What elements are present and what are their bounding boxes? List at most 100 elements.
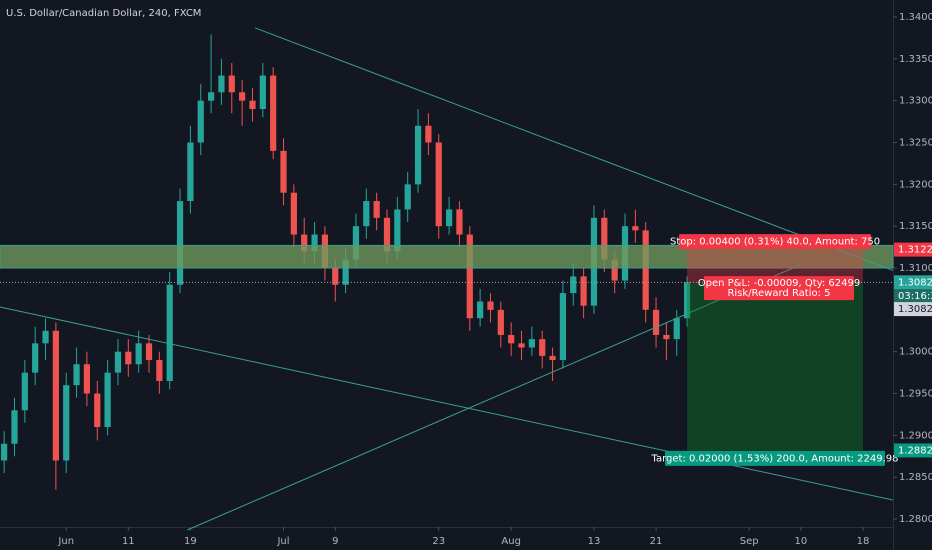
stop-label-box	[679, 234, 872, 250]
x-tick-label: 18	[857, 536, 870, 547]
x-tick-label: Jul	[276, 536, 289, 547]
candle-body	[642, 230, 649, 310]
candle-body	[394, 209, 401, 252]
pnl-label: Open P&L: -0.00009, Qty: 62499	[698, 278, 861, 289]
candle-body	[11, 410, 18, 444]
candle-body	[228, 75, 235, 93]
rr-label: Risk/Reward Ratio: 5	[727, 288, 830, 299]
x-tick-label: Sep	[740, 536, 759, 547]
candle-body	[94, 393, 101, 428]
x-tick-label: Aug	[501, 536, 521, 547]
y-tick-label: 1.33500	[899, 54, 932, 65]
candle-body	[280, 150, 287, 193]
y-tick-label: 1.33000	[899, 96, 932, 107]
candle-body	[632, 226, 639, 231]
y-tick-label: 1.31000	[899, 263, 932, 274]
x-tick-label: 23	[432, 536, 445, 547]
candle-body	[290, 192, 297, 235]
candle-body	[601, 217, 608, 260]
candle-body	[63, 385, 70, 461]
candle-body	[145, 343, 153, 361]
candle-body	[549, 355, 556, 361]
y-tick-label: 1.34000	[899, 12, 932, 23]
candle-body	[445, 209, 453, 227]
candle-body	[114, 351, 122, 373]
candle-body	[497, 309, 504, 335]
current-tag: 1.30829	[898, 277, 932, 288]
x-tick-label: Jun	[57, 536, 74, 547]
candle-body	[539, 339, 546, 356]
y-tick-label: 1.32500	[899, 138, 932, 149]
candle-body	[311, 234, 318, 252]
candle-body	[352, 226, 360, 260]
candle-body	[218, 75, 225, 93]
y-tick-label: 1.29000	[899, 430, 932, 441]
candle-body	[673, 318, 680, 340]
candle-body	[156, 360, 163, 381]
candle-body	[528, 339, 535, 348]
chart-title: U.S. Dollar/Canadian Dollar, 240, FXCM	[6, 8, 201, 19]
candle-body	[570, 276, 577, 294]
candle-body	[249, 100, 256, 110]
candle-body	[652, 309, 660, 335]
y-tick-label: 1.29500	[899, 389, 932, 400]
countdown: 03:16:35	[898, 291, 932, 302]
x-tick-label: 9	[332, 536, 338, 547]
entry-tag-bg	[894, 302, 932, 317]
x-tick-label: 19	[184, 536, 197, 547]
candle-body	[135, 343, 142, 365]
candle-body	[404, 184, 411, 210]
y-tick-label: 1.28000	[899, 514, 932, 525]
x-tick-label: 21	[650, 536, 663, 547]
candle-body	[104, 372, 111, 428]
candle-body	[239, 92, 246, 101]
candle-body	[456, 209, 463, 235]
x-tick-label: 10	[795, 536, 808, 547]
candle-body	[176, 201, 184, 285]
candle-body	[301, 234, 308, 252]
candle-body	[52, 330, 59, 461]
target-label: Target: 0.02000 (1.53%) 200.0, Amount: 2…	[651, 453, 899, 464]
target-label-box	[665, 450, 885, 466]
candle-body	[270, 75, 277, 151]
current-tag-bg	[894, 275, 932, 290]
candle-body	[477, 301, 484, 319]
candle-body	[1, 443, 8, 461]
y-tick-label: 1.30000	[899, 347, 932, 358]
stop-tag-bg	[894, 242, 932, 257]
candle-body	[363, 201, 370, 227]
candle-body	[207, 92, 215, 101]
candle-body	[435, 142, 442, 227]
candle-body	[466, 234, 473, 319]
x-tick-label: 11	[122, 536, 135, 547]
y-tick-label: 1.32000	[899, 179, 932, 190]
countdown-bg	[894, 289, 932, 303]
candle-body	[83, 364, 91, 394]
candle-body	[187, 142, 194, 202]
candle-body	[580, 276, 587, 306]
candle-body	[166, 284, 173, 381]
candle-body	[425, 125, 432, 143]
y-tick-label: 1.31500	[899, 221, 932, 232]
candle-body	[73, 364, 80, 386]
target-tag: 1.28820	[898, 445, 932, 456]
candle-body	[559, 293, 567, 361]
trend-line	[0, 306, 894, 501]
candle-body	[611, 259, 618, 281]
candle-body	[21, 372, 28, 411]
y-tick-label: 1.28500	[899, 472, 932, 483]
x-tick-label: 13	[588, 536, 601, 547]
candle-body	[383, 217, 391, 252]
pnl-box	[704, 276, 854, 301]
candle-body	[125, 351, 132, 365]
support-zone	[0, 244, 894, 269]
candle-body	[32, 343, 39, 373]
candle-body	[197, 100, 204, 143]
reward-area	[687, 283, 863, 451]
candle-body	[487, 301, 494, 310]
candle-body	[508, 334, 515, 344]
candle-body	[683, 282, 691, 319]
candle-body	[373, 201, 380, 218]
